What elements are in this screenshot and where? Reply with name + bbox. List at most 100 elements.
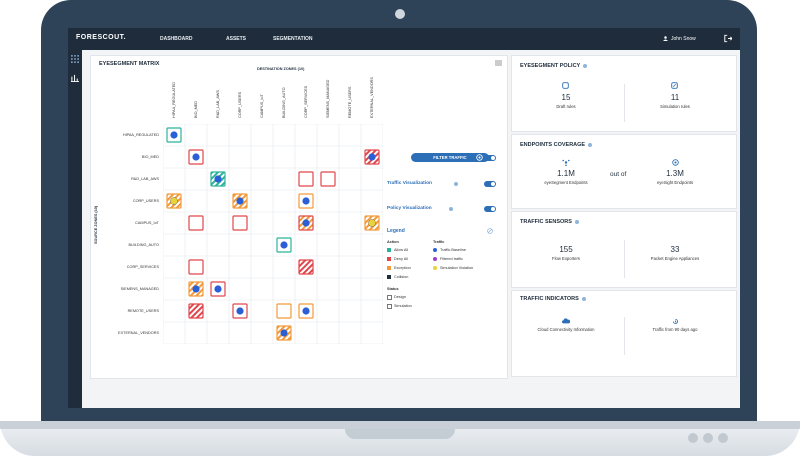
matrix-cell[interactable] — [188, 149, 204, 165]
matrix-cell[interactable] — [188, 281, 204, 297]
nav-dashboard[interactable]: DASHBOARD — [160, 36, 193, 42]
legend-action-heading: Action — [387, 240, 399, 244]
column-label: R&D_LAB_AWS — [216, 90, 220, 118]
laptop-notch — [345, 429, 455, 439]
draft-icon — [562, 82, 569, 89]
traffic-baseline-dot — [433, 248, 437, 252]
eyesight-icon — [672, 159, 679, 166]
matrix-title: EYESEGMENT MATRIX — [99, 61, 160, 67]
design-swatch — [387, 295, 392, 300]
app-screen: FORESCOUT. DASHBOARD ASSETS SEGMENTATION… — [68, 28, 740, 408]
hide-legend-icon[interactable] — [487, 228, 493, 234]
filter-traffic-label: FILTER TRAFFIC — [433, 155, 467, 160]
filter-traffic-button[interactable]: FILTER TRAFFIC — [411, 153, 489, 162]
matrix-cell[interactable] — [298, 171, 314, 187]
matrix-cell[interactable] — [188, 215, 204, 231]
info-icon[interactable] — [574, 219, 579, 224]
nav-assets[interactable]: ASSETS — [226, 36, 247, 42]
eyesegment-policy-panel: EYESEGMENT POLICY 15 Draft rules 11 Simu… — [511, 55, 737, 132]
info-icon[interactable] — [454, 182, 458, 186]
left-sidebar — [68, 50, 82, 408]
simulation-icon — [671, 82, 678, 89]
matrix-cell[interactable] — [210, 171, 226, 187]
indicator-light — [703, 433, 713, 443]
divider — [624, 84, 625, 122]
info-icon[interactable] — [581, 296, 586, 301]
column-label: SIEMENS_MANAGED — [326, 79, 330, 118]
collision-swatch — [387, 275, 391, 279]
flow-exporters-value: 155 — [559, 245, 573, 254]
indicator-light — [688, 433, 698, 443]
column-label: EXTERNAL_VENDORS — [370, 77, 374, 118]
row-label: R&D_LAB_AWS — [131, 177, 159, 181]
cloud-connectivity-label: Cloud Connectivity Information — [537, 327, 595, 332]
forescout-logo[interactable]: FORESCOUT. — [76, 34, 127, 41]
filter-traffic-toggle[interactable] — [484, 155, 496, 161]
matrix-cell[interactable] — [320, 171, 336, 187]
row-label: EXTERNAL_VENDORS — [118, 331, 159, 335]
matrix-cell[interactable] — [298, 193, 314, 209]
column-label: CORP_USERS — [238, 91, 242, 118]
row-label: BIO_MED — [141, 155, 159, 159]
out-of-label: out of — [610, 171, 627, 178]
row-label: SIEMENS_MANAGED — [120, 287, 159, 291]
matrix-cell[interactable] — [232, 193, 248, 209]
webcam-icon — [395, 9, 405, 19]
matrix-cell[interactable] — [276, 325, 292, 341]
traffic-indicators-panel: TRAFFIC INDICATORS Cloud Connectivity In… — [511, 290, 737, 377]
eyesight-endpoints-label: eyeSight Endpoints — [656, 180, 694, 185]
destination-zones-label: DESTINATION ZONES (10) — [257, 67, 305, 71]
column-label: CORP_SERVICES — [304, 85, 308, 118]
matrix-cell[interactable] — [364, 149, 380, 165]
legend-deny-all: Deny All — [394, 257, 408, 261]
matrix-cell[interactable] — [232, 303, 248, 319]
cloud-icon — [562, 318, 570, 324]
matrix-cell[interactable] — [232, 215, 248, 231]
row-label: CORP_SERVICES — [126, 265, 159, 269]
sensors-title-text: TRAFFIC SENSORS — [520, 219, 572, 225]
legend-collision: Collision — [394, 275, 409, 279]
apps-grid-icon[interactable] — [71, 55, 79, 63]
menu-icon[interactable] — [495, 60, 502, 66]
draft-rules-label: Draft rules — [556, 104, 576, 109]
matrix-cell[interactable] — [276, 237, 292, 253]
user-name[interactable]: John Snow — [671, 36, 696, 42]
info-icon[interactable] — [449, 207, 453, 211]
column-label: BIO_MED — [194, 100, 198, 118]
matrix-cell[interactable] — [298, 259, 314, 275]
segment-matrix-grid[interactable] — [163, 124, 383, 344]
matrix-cell[interactable] — [166, 193, 182, 209]
matrix-panel: EYESEGMENT MATRIX DESTINATION ZONES (10)… — [90, 55, 508, 379]
legend-title: Legend — [387, 228, 405, 234]
legend-simulation: Simulation — [394, 304, 412, 308]
indicators-title: TRAFFIC INDICATORS — [520, 296, 586, 302]
matrix-cell[interactable] — [188, 303, 204, 319]
matrix-cell[interactable] — [188, 259, 204, 275]
settings-icon[interactable] — [476, 154, 483, 161]
matrix-cell[interactable] — [276, 303, 292, 319]
allow-all-swatch — [387, 248, 391, 252]
matrix-cell[interactable] — [210, 281, 226, 297]
simulation-rules-label: Simulation rules — [660, 104, 690, 109]
info-icon[interactable] — [588, 142, 593, 147]
user-icon — [663, 36, 668, 41]
matrix-cell[interactable] — [166, 127, 182, 143]
matrix-cell[interactable] — [364, 215, 380, 231]
row-label: REMOTE_USERS — [127, 309, 159, 313]
column-label: BUILDING_AUTO — [282, 87, 286, 118]
matrix-cell[interactable] — [298, 215, 314, 231]
legend-filtered-traffic: Filtered traffic — [440, 257, 463, 261]
traffic-visualization-toggle[interactable] — [484, 181, 496, 187]
row-label: HIPAA_REGULATED — [122, 133, 159, 137]
simulation-violation-dot — [433, 266, 437, 270]
info-icon[interactable] — [583, 63, 588, 68]
policy-visualization-toggle[interactable] — [484, 206, 496, 212]
chart-icon[interactable] — [71, 74, 79, 82]
nav-segmentation[interactable]: SEGMENTATION — [273, 36, 313, 42]
endpoints-title-text: ENDPOINTS COVERAGE — [520, 142, 586, 148]
divider — [624, 240, 625, 278]
matrix-cell[interactable] — [298, 303, 314, 319]
legend-traffic-heading: Traffic — [433, 240, 445, 244]
legend-status-heading: Status — [387, 287, 399, 291]
logout-icon[interactable] — [724, 34, 732, 43]
